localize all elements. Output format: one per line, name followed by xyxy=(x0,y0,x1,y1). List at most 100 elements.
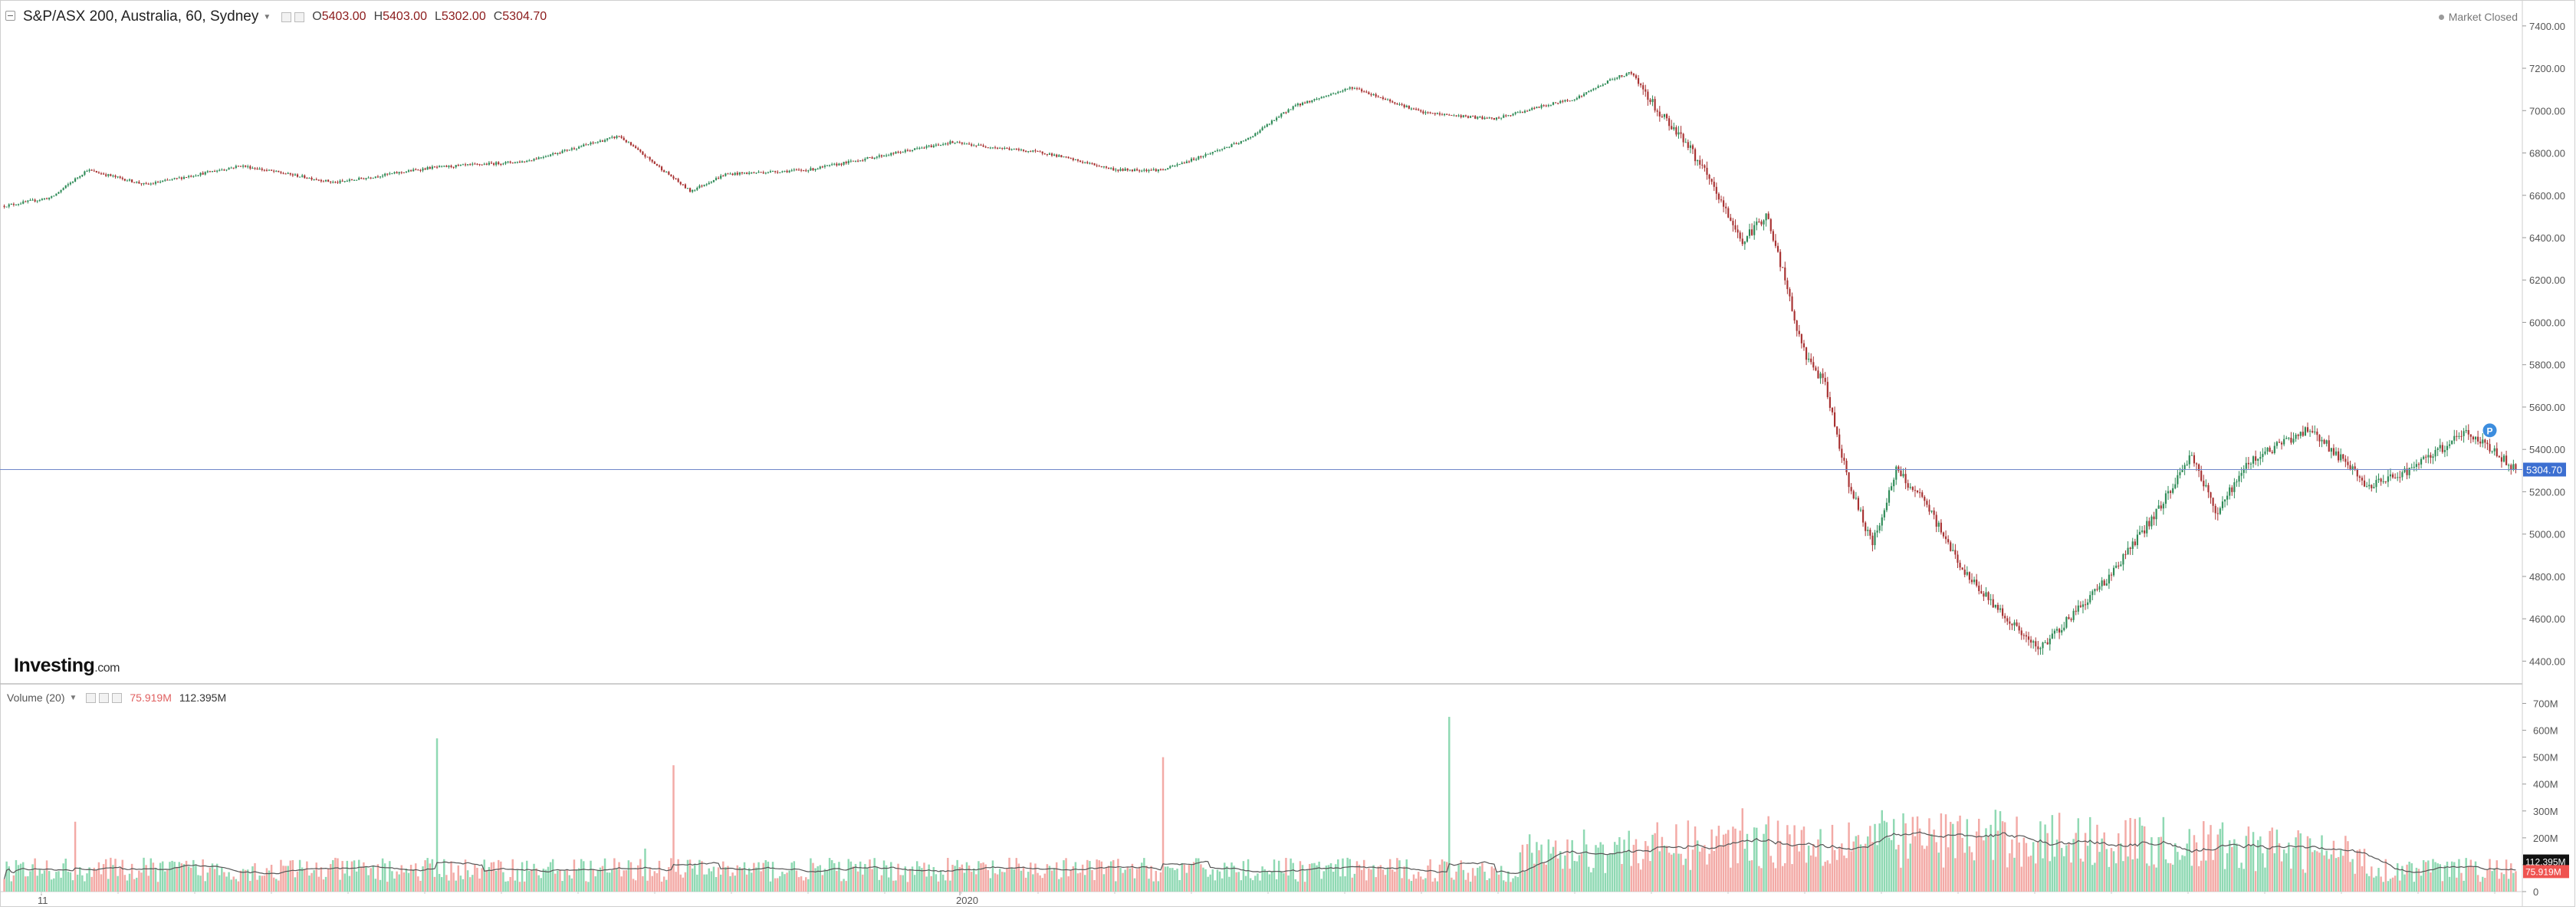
volume-bar xyxy=(2467,866,2469,892)
candle-body xyxy=(2349,465,2351,470)
volume-bar xyxy=(776,878,779,892)
candle-body xyxy=(797,169,800,171)
volume-bar xyxy=(1992,859,1994,892)
candle-body xyxy=(143,182,145,185)
volume-bar xyxy=(2489,859,2491,892)
symbol-title[interactable]: S&P/ASX 200, Australia, 60, Sydney xyxy=(23,8,259,25)
candle-body xyxy=(1091,163,1093,164)
volume-bar xyxy=(805,877,807,892)
volume-bar xyxy=(1174,869,1176,892)
volume-bar xyxy=(60,877,62,892)
candle-body xyxy=(1185,161,1188,163)
volume-bar xyxy=(658,860,661,892)
candle-body xyxy=(2330,448,2332,452)
volume-bar xyxy=(1774,868,1777,892)
candle-body xyxy=(603,140,606,142)
candle-body xyxy=(1668,118,1671,126)
close-icon[interactable] xyxy=(112,692,123,703)
chevron-down-icon[interactable]: ▼ xyxy=(263,12,271,21)
main-legend: S&P/ASX 200, Australia, 60, Sydney ▼ O54… xyxy=(23,8,547,25)
candle-body xyxy=(1774,240,1777,246)
volume-bar xyxy=(400,865,403,892)
candle-body xyxy=(2150,516,2153,527)
candle-body xyxy=(1978,585,1980,592)
candle-body xyxy=(2297,434,2299,436)
candle-body xyxy=(2075,610,2077,612)
candle-body xyxy=(1495,117,1498,120)
volume-bar xyxy=(225,876,228,892)
volume-bar xyxy=(2410,863,2413,892)
candle-body xyxy=(192,176,195,177)
volume-bar xyxy=(500,861,502,892)
candle-body xyxy=(1242,140,1244,142)
candle-body xyxy=(1176,164,1178,166)
candle-body xyxy=(2292,439,2295,443)
volume-bar xyxy=(1930,833,1933,892)
volume-bar xyxy=(1644,841,1647,892)
candle-body xyxy=(679,182,682,185)
candle-body xyxy=(942,144,945,146)
volume-bar xyxy=(74,821,77,892)
volume-bar xyxy=(1135,869,1138,892)
volume-bar xyxy=(112,865,114,892)
volume-bar xyxy=(1126,866,1129,892)
volume-bar xyxy=(69,872,72,892)
candle-body xyxy=(807,170,810,172)
volume-bar xyxy=(219,875,221,892)
settings-icon[interactable] xyxy=(99,692,110,703)
candle-body xyxy=(1415,108,1418,110)
volume-bar xyxy=(956,859,958,892)
volume-bar xyxy=(1734,828,1737,892)
collapse-icon[interactable] xyxy=(5,11,15,21)
hide-icon[interactable] xyxy=(294,11,305,22)
candle-body xyxy=(313,179,315,180)
candle-body xyxy=(1595,87,1597,89)
volume-bar xyxy=(1124,869,1126,892)
candle-body xyxy=(1505,115,1507,117)
settings-icon[interactable] xyxy=(281,11,292,22)
candle-body xyxy=(580,146,583,148)
volume-bar xyxy=(876,866,879,892)
volume-bar xyxy=(1831,824,1834,892)
candle-body xyxy=(1379,97,1382,98)
candle-body xyxy=(1108,167,1110,169)
volume-bar xyxy=(2453,862,2456,892)
volume-bar xyxy=(771,862,774,892)
volume-bar xyxy=(275,879,278,892)
volume-bar xyxy=(1536,842,1538,892)
volume-bar xyxy=(2472,866,2475,892)
candle-body xyxy=(1058,155,1060,157)
candle-body xyxy=(1706,167,1708,175)
volume-bar xyxy=(1266,871,1268,892)
candle-body xyxy=(2449,444,2451,446)
volume-bar xyxy=(1043,873,1046,892)
volume-bar xyxy=(2164,859,2167,892)
candle-body xyxy=(971,144,973,146)
candle-body xyxy=(1398,103,1401,105)
candle-body xyxy=(1968,572,1970,580)
volume-bar xyxy=(242,869,245,892)
candle-body xyxy=(31,199,34,201)
ohlc-high: H5403.00 xyxy=(373,10,427,23)
candle-body xyxy=(2035,641,2037,647)
candle-body xyxy=(1424,112,1427,113)
volume-bar xyxy=(327,868,330,892)
volume-bar xyxy=(1966,819,1969,892)
volume-bar xyxy=(1990,824,1992,892)
candle-body xyxy=(902,152,904,153)
chevron-down-icon[interactable]: ▼ xyxy=(69,693,77,702)
candle-body xyxy=(2037,646,2039,649)
candle-body xyxy=(2105,583,2108,586)
volume-bar xyxy=(289,860,292,892)
candle-body xyxy=(1743,241,1746,245)
candle-body xyxy=(2167,491,2170,494)
volume-bar xyxy=(2205,860,2207,892)
volume-bar xyxy=(334,857,337,892)
candle-body xyxy=(961,142,963,144)
volume-bar xyxy=(2256,839,2259,892)
eye-icon[interactable] xyxy=(86,692,97,703)
volume-title[interactable]: Volume (20) xyxy=(7,692,65,704)
candle-body xyxy=(1602,84,1604,86)
candle-body xyxy=(2112,567,2115,576)
